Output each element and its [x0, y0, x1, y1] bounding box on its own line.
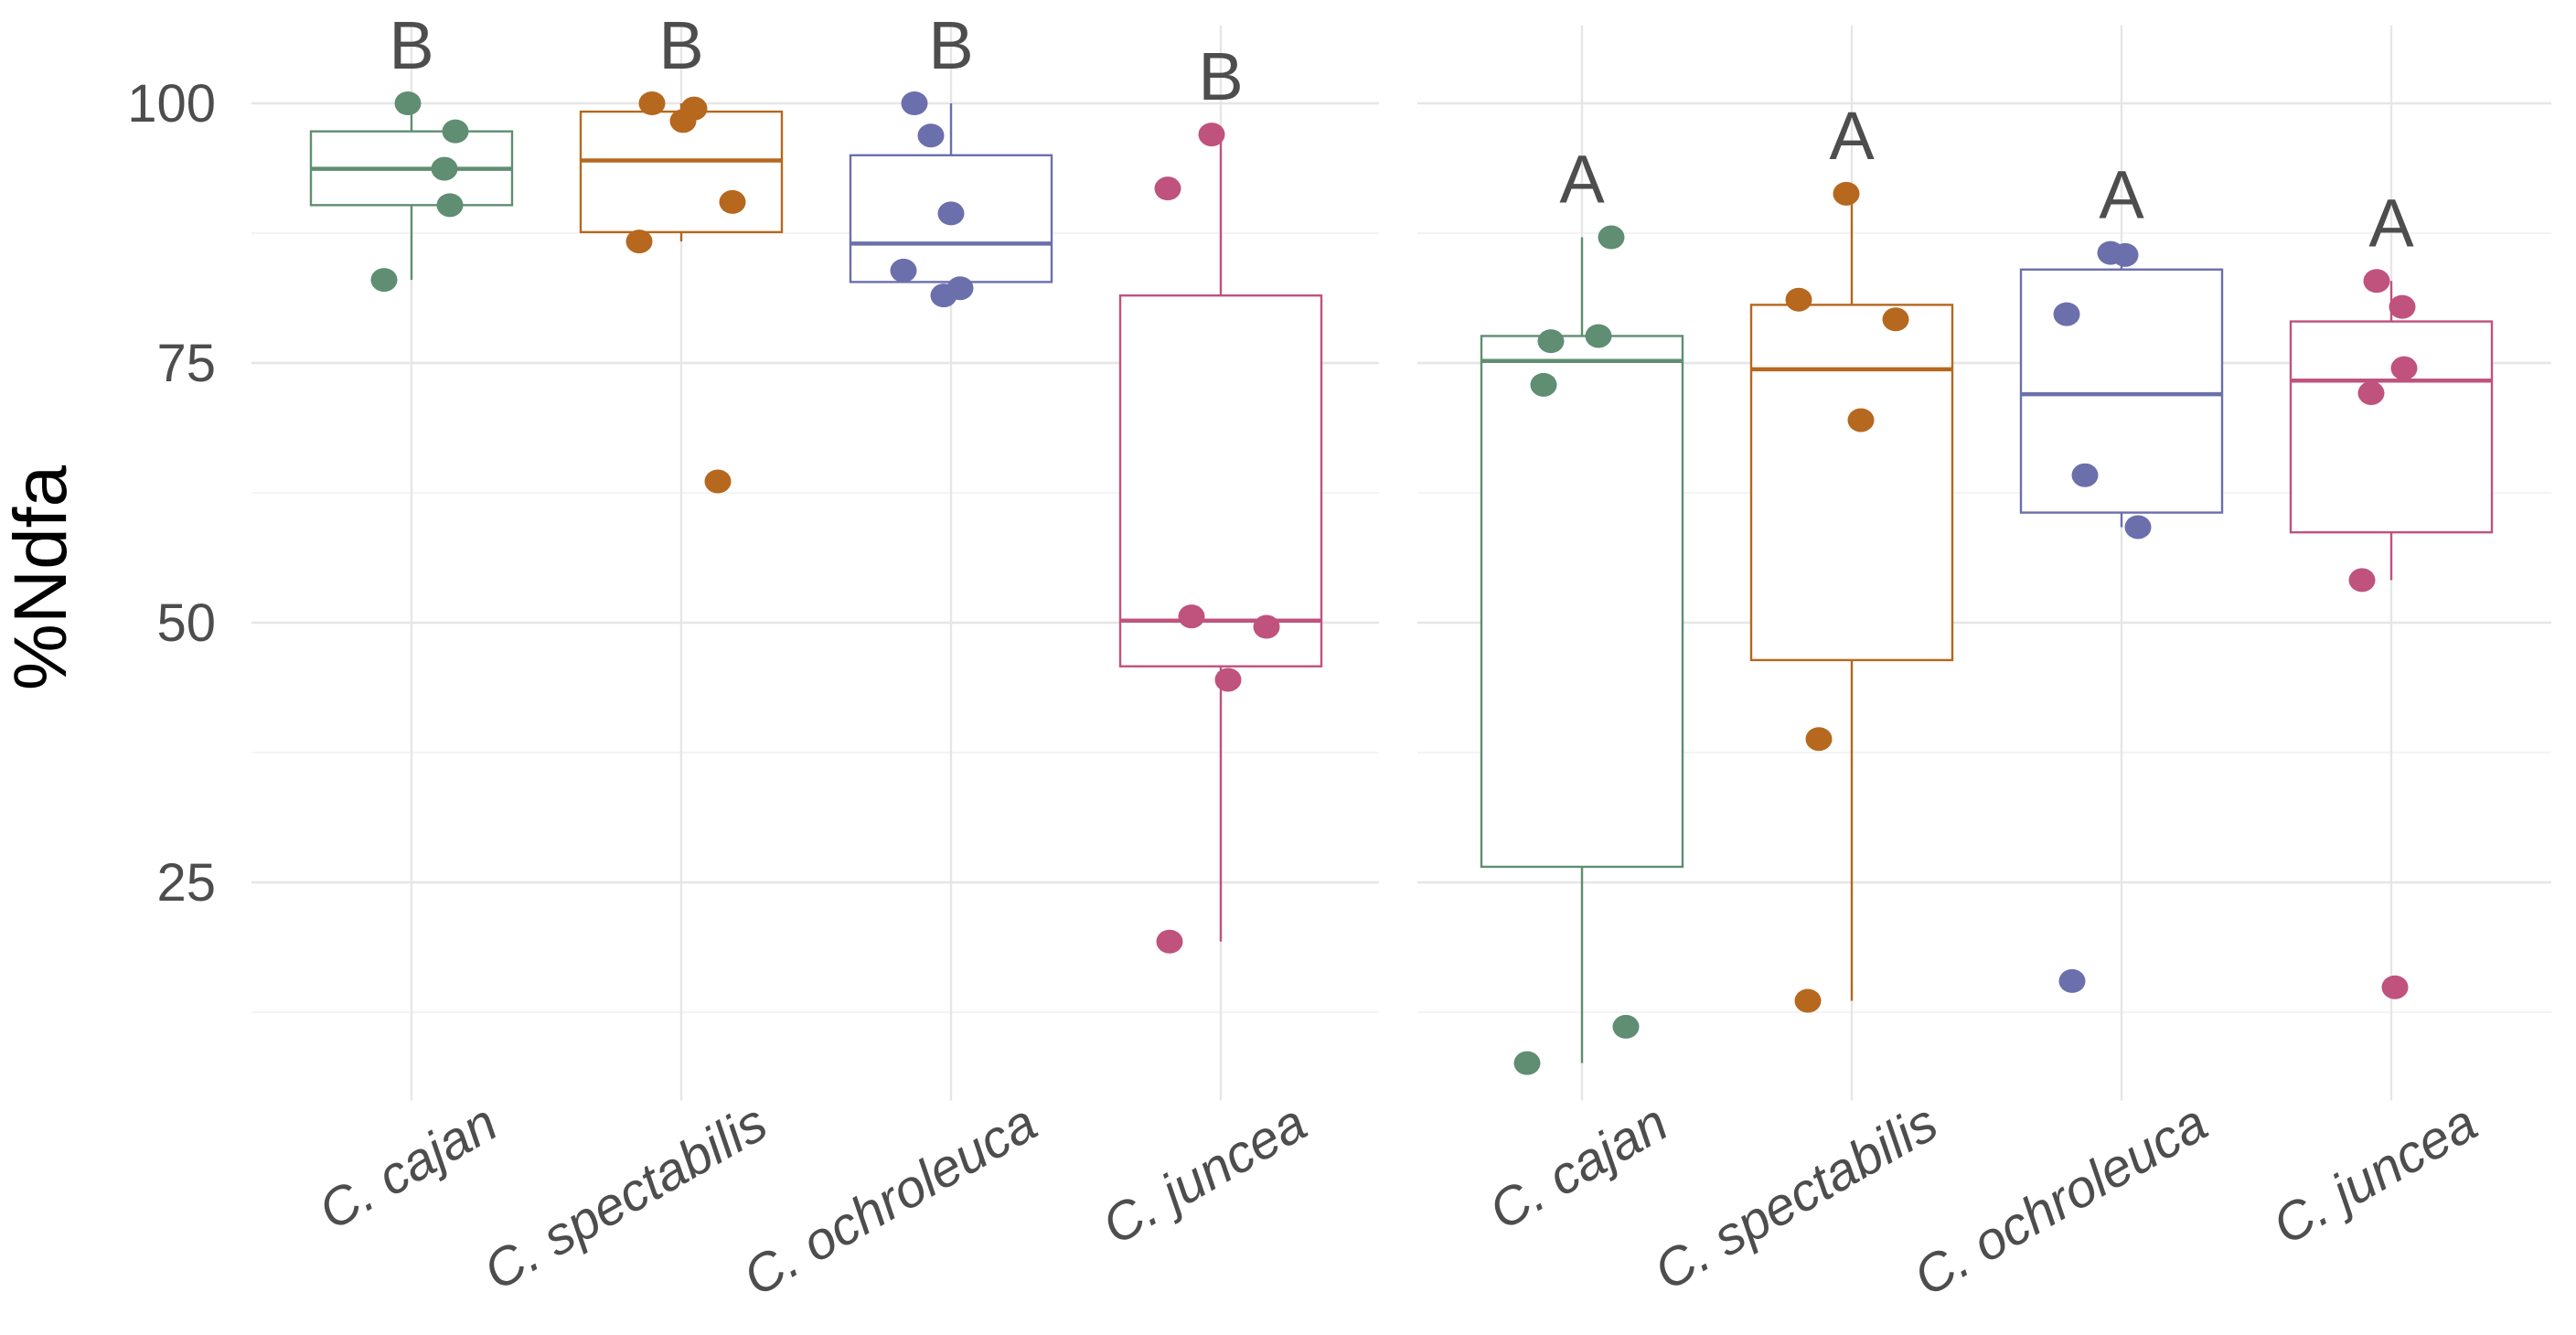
x-tick-label: C. spectabilis — [1644, 1093, 1947, 1302]
x-tick-label: C. cajan — [309, 1093, 508, 1242]
significance-letter: A — [2099, 157, 2144, 233]
x-tick-label: C. ochroleuca — [1904, 1093, 2217, 1308]
x-tick-label: C. ochroleuca — [733, 1093, 1046, 1308]
data-point — [2111, 242, 2139, 267]
data-point — [1847, 408, 1875, 433]
data-point — [1805, 727, 1833, 752]
data-point — [1513, 1051, 1541, 1075]
data-point — [1598, 225, 1625, 250]
data-point — [1612, 1014, 1640, 1039]
data-point — [930, 283, 957, 308]
significance-letter: B — [1198, 38, 1243, 114]
data-point — [2381, 975, 2409, 999]
data-point — [1794, 988, 1822, 1013]
data-point — [901, 91, 928, 115]
data-point — [2071, 463, 2099, 487]
data-point — [2348, 568, 2376, 593]
significance-letter: A — [1559, 142, 1605, 218]
data-point — [2124, 515, 2152, 539]
data-point — [1156, 929, 1183, 954]
x-tick-label: C. spectabilis — [474, 1093, 776, 1302]
data-point — [1530, 372, 1557, 397]
data-point — [1882, 307, 1909, 332]
data-point — [1253, 614, 1280, 639]
data-point — [1178, 604, 1205, 629]
box — [1118, 294, 1323, 668]
data-point — [1154, 176, 1181, 201]
significance-letter: B — [928, 7, 973, 83]
box — [2019, 268, 2224, 514]
data-point — [638, 91, 666, 115]
data-point — [442, 119, 469, 144]
significance-letter: A — [1829, 98, 1875, 174]
data-point — [704, 469, 732, 494]
data-point — [937, 201, 965, 226]
y-axis-title: %Ndfa — [0, 465, 82, 691]
data-point — [2058, 968, 2086, 993]
data-point — [1214, 668, 1242, 692]
data-point — [394, 91, 422, 115]
data-point — [669, 109, 697, 134]
x-tick-label: C. cajan — [1480, 1093, 1678, 1242]
data-point — [2053, 302, 2080, 326]
data-point — [2389, 294, 2416, 319]
data-point — [2363, 269, 2390, 294]
data-point — [370, 268, 398, 293]
data-point — [431, 156, 458, 181]
box — [1480, 335, 1684, 869]
marks-layer — [309, 91, 2494, 1075]
x-tick-label: C. juncea — [2263, 1093, 2487, 1256]
significance-letter: B — [389, 7, 433, 83]
x-tick-label: C. juncea — [1093, 1093, 1317, 1256]
data-point — [719, 189, 746, 214]
data-point — [625, 230, 653, 254]
data-point — [1833, 181, 1860, 206]
data-point — [917, 123, 945, 148]
y-tick-label: 75 — [156, 334, 216, 393]
significance-letter: B — [658, 7, 703, 83]
data-point — [2390, 356, 2418, 380]
y-tick-label: 25 — [156, 853, 216, 913]
box — [2289, 320, 2494, 534]
y-tick-label: 50 — [156, 593, 216, 653]
data-point — [1198, 123, 1225, 147]
data-point — [1537, 329, 1565, 354]
data-point — [436, 193, 464, 218]
data-point — [1585, 324, 1612, 348]
data-point — [2357, 380, 2385, 405]
significance-letter: A — [2368, 185, 2414, 261]
data-point — [890, 258, 917, 283]
y-tick-label: 100 — [127, 74, 216, 134]
data-point — [1785, 287, 1812, 312]
box — [1749, 304, 1954, 662]
